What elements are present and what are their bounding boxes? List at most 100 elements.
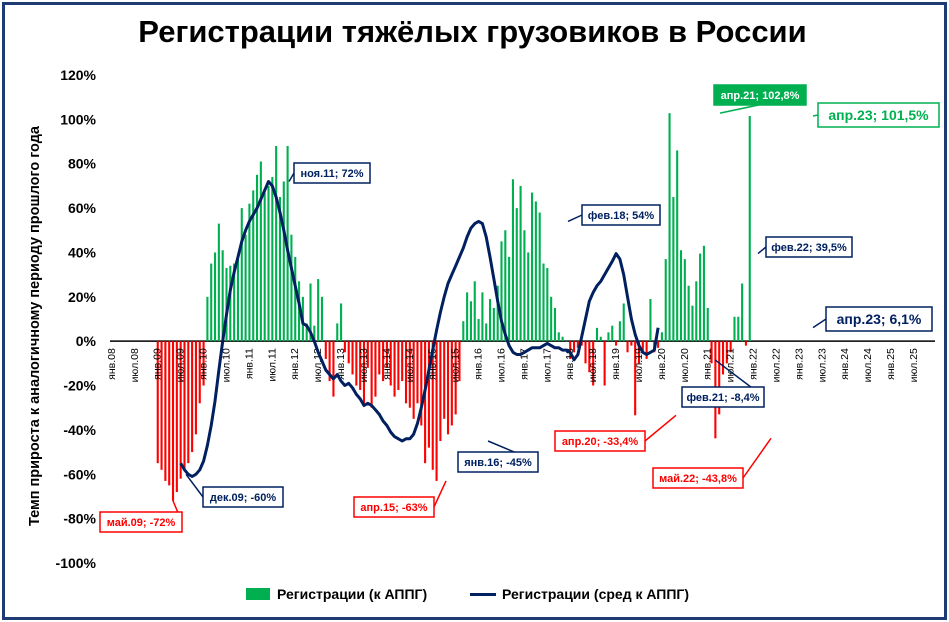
x-tick-label: янв.16 bbox=[473, 348, 485, 380]
annotation-box bbox=[202, 486, 284, 508]
x-tick-label: июл.22 bbox=[770, 348, 782, 382]
bar bbox=[725, 341, 728, 364]
bar bbox=[355, 341, 358, 386]
bar bbox=[626, 341, 629, 353]
bar bbox=[603, 341, 606, 386]
annotation-label: янв.16; -45% bbox=[464, 457, 532, 469]
bar bbox=[332, 341, 335, 397]
annotation-leader bbox=[567, 214, 583, 223]
bar bbox=[233, 263, 236, 342]
bar bbox=[317, 279, 320, 342]
bar bbox=[729, 341, 732, 353]
bar bbox=[519, 185, 522, 342]
annotation-label: ноя.11; 72% bbox=[300, 168, 363, 180]
annotation-label: май.22; -43,8% bbox=[659, 473, 737, 485]
bar bbox=[641, 341, 644, 353]
y-tick-label: -40% bbox=[63, 422, 96, 438]
bar bbox=[488, 299, 492, 342]
bar bbox=[385, 341, 388, 368]
bar bbox=[313, 325, 316, 342]
bar bbox=[175, 341, 178, 493]
x-tick-label: июл.17 bbox=[541, 348, 553, 382]
bar bbox=[431, 341, 434, 470]
bar bbox=[408, 341, 411, 408]
chart-title: Регистрации тяжёлых грузовиков в России bbox=[138, 14, 807, 49]
bar bbox=[236, 256, 240, 342]
x-tick-label: июл.13 bbox=[358, 348, 370, 382]
bar bbox=[324, 341, 327, 359]
bar bbox=[676, 150, 679, 342]
bar bbox=[530, 192, 534, 342]
annotation-label: фев.22; 39,5% bbox=[771, 242, 847, 254]
bar bbox=[485, 323, 488, 342]
annotation-leader bbox=[812, 114, 819, 117]
bar bbox=[462, 321, 465, 342]
x-tick-label: июл.23 bbox=[816, 348, 828, 382]
bar bbox=[282, 181, 285, 342]
bar bbox=[202, 341, 205, 386]
bar bbox=[171, 341, 175, 501]
bar bbox=[275, 145, 278, 342]
x-tick-label: янв.23 bbox=[793, 348, 805, 380]
bar bbox=[592, 341, 595, 386]
x-tick-label: янв.10 bbox=[198, 348, 210, 380]
bar bbox=[595, 327, 599, 342]
bar bbox=[496, 285, 499, 342]
bar bbox=[336, 323, 339, 342]
bar bbox=[710, 341, 713, 364]
x-tick-label: июл.15 bbox=[450, 348, 462, 382]
bar bbox=[672, 197, 675, 342]
bar bbox=[515, 208, 518, 342]
bar bbox=[382, 341, 385, 382]
x-tick-label: янв.21 bbox=[702, 348, 714, 380]
series-line bbox=[179, 180, 660, 478]
bar bbox=[263, 192, 266, 342]
x-tick-label: янв.11 bbox=[243, 348, 255, 379]
bar bbox=[439, 341, 442, 441]
x-tick-label: янв.19 bbox=[610, 348, 622, 380]
bar bbox=[706, 307, 709, 342]
annotation-box bbox=[99, 511, 183, 533]
annotation-label: фев.18; 54% bbox=[588, 210, 655, 222]
bar bbox=[679, 250, 683, 342]
bar bbox=[213, 252, 217, 342]
x-tick-label: янв.09 bbox=[152, 348, 164, 380]
x-tick-label: янв.17 bbox=[518, 348, 530, 380]
bar bbox=[401, 341, 404, 382]
bar bbox=[278, 197, 282, 342]
bar bbox=[194, 341, 197, 435]
bar bbox=[290, 234, 293, 342]
bar bbox=[469, 301, 472, 342]
bar bbox=[584, 341, 587, 364]
bar bbox=[599, 336, 602, 342]
annotation-leader bbox=[757, 246, 767, 255]
bar bbox=[252, 190, 255, 342]
bar bbox=[404, 341, 408, 404]
bar bbox=[546, 267, 549, 342]
bar bbox=[527, 252, 530, 342]
bar bbox=[523, 230, 526, 342]
x-tick-label: июл.14 bbox=[404, 348, 416, 382]
bar bbox=[424, 341, 427, 464]
bar bbox=[492, 307, 495, 342]
annotation-leader bbox=[185, 473, 204, 498]
legend-swatch-line bbox=[470, 592, 496, 596]
bar bbox=[576, 341, 579, 348]
y-tick-label: -60% bbox=[63, 466, 96, 482]
bar bbox=[511, 179, 515, 342]
legend-item-line: Регистрации (сред к АППГ) bbox=[470, 586, 689, 602]
y-tick-label: 80% bbox=[68, 156, 97, 172]
annotation-label: дек.09; -60% bbox=[210, 492, 277, 504]
annotation-box bbox=[765, 236, 853, 258]
annotation-box bbox=[652, 467, 744, 489]
bar bbox=[229, 265, 232, 342]
bar bbox=[412, 341, 415, 419]
bar bbox=[695, 281, 698, 342]
annotation-leader bbox=[644, 414, 677, 442]
bar bbox=[305, 323, 308, 342]
y-tick-label: -80% bbox=[63, 511, 96, 527]
bar bbox=[718, 341, 721, 415]
bar bbox=[573, 341, 576, 353]
bar bbox=[466, 292, 469, 342]
x-tick-label: янв.08 bbox=[106, 348, 118, 380]
